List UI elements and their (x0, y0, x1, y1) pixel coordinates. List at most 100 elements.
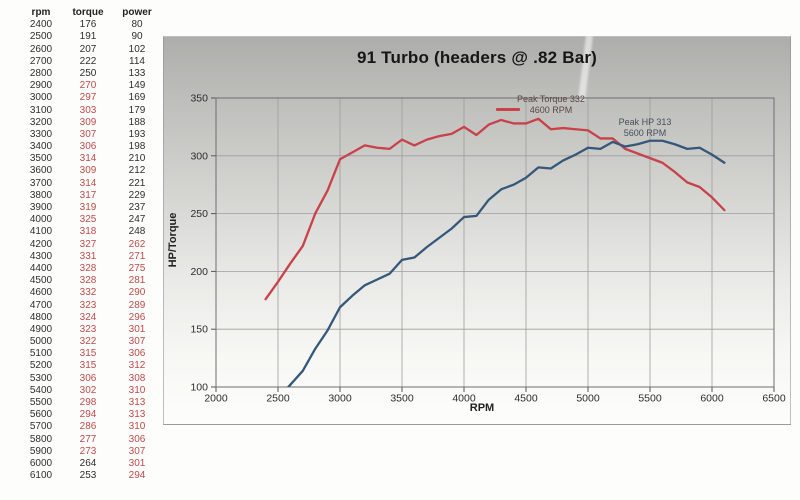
cell-rpm: 3900 (29, 202, 53, 213)
cell-torque: 323 (79, 323, 97, 335)
cell-power: 275 (128, 262, 146, 274)
table-row: 5200 315 312 (18, 360, 164, 372)
plot-svg: 2000 2500 3000 3500 4000 4500 5000 5500 6000 6500… (190, 93, 786, 405)
peak-torque-annotation: Peak Torque 332 4600 RPM (486, 94, 616, 116)
col-header-rpm: rpm (31, 7, 51, 18)
cell-rpm: 5500 (29, 397, 53, 408)
peak-torque-marker-dash (496, 108, 520, 111)
cell-power: 210 (128, 153, 146, 165)
cell-power: 188 (128, 116, 146, 128)
cell-rpm: 4300 (29, 250, 53, 262)
cell-rpm: 3300 (29, 128, 53, 140)
cell-rpm: 3400 (29, 141, 53, 153)
cell-torque: 253 (79, 470, 97, 482)
table-row: 2700 222 114 (18, 56, 164, 68)
cell-power: 229 (128, 189, 146, 201)
cell-rpm: 3000 (29, 92, 53, 104)
table-row: 2600 207 102 (18, 44, 164, 56)
cell-power: 248 (128, 226, 146, 238)
cell-rpm: 3700 (29, 177, 53, 189)
cell-power: 290 (128, 287, 146, 299)
cell-rpm: 4000 (29, 214, 53, 226)
y-tick-label: 200 (190, 266, 208, 278)
cell-rpm: 4400 (29, 262, 53, 274)
cell-power: 313 (128, 397, 146, 408)
table-row: 3400 306 198 (18, 141, 164, 153)
table-row: 4000 325 247 (18, 214, 164, 226)
table-row: 5700 286 310 (18, 421, 164, 433)
table-row: 2500 191 90 (18, 31, 164, 43)
x-tick-label: 6500 (762, 393, 786, 405)
cell-torque: 319 (79, 202, 97, 213)
cell-torque: 297 (79, 92, 97, 104)
peak-torque-annotation-line2: 4600 RPM (529, 105, 573, 115)
cell-torque: 322 (79, 336, 97, 348)
cell-torque: 306 (79, 372, 97, 384)
cell-power: 281 (128, 275, 146, 287)
cell-torque: 270 (79, 80, 97, 92)
chart-title: 91 Turbo (headers @ .82 Bar) (356, 48, 598, 67)
table-row: 4500 328 281 (18, 275, 164, 287)
table-row: 3000 297 169 (18, 92, 164, 104)
cell-power: 271 (128, 250, 146, 262)
cell-rpm: 5800 (29, 433, 53, 445)
cell-torque: 273 (79, 445, 97, 457)
cell-rpm: 6100 (29, 470, 53, 482)
cell-rpm: 6000 (29, 457, 53, 469)
cell-torque: 294 (79, 409, 97, 421)
table-row: 3500 314 210 (18, 153, 164, 165)
cell-power: 306 (128, 348, 146, 360)
table-row: 5100 315 306 (18, 348, 164, 360)
cell-power: 221 (128, 177, 146, 189)
table-row: 2400 176 80 (18, 19, 164, 31)
cell-rpm: 5600 (29, 409, 53, 421)
cell-power: 198 (128, 141, 146, 153)
cell-torque: 207 (79, 43, 97, 55)
cell-torque: 309 (79, 165, 97, 177)
x-tick-label: 5500 (638, 393, 662, 405)
cell-power: 114 (129, 55, 145, 67)
table-row: 4200 327 262 (18, 239, 164, 251)
peak-hp-annotation-line2: 5600 RPM (623, 128, 667, 138)
cell-rpm: 4700 (29, 299, 53, 311)
col-header-power: power (122, 7, 152, 18)
cell-power: 307 (128, 445, 146, 457)
table-row: 3800 317 229 (18, 190, 164, 202)
cell-torque: 264 (79, 457, 97, 469)
cell-torque: 327 (79, 238, 97, 250)
cell-rpm: 4500 (29, 275, 53, 287)
dyno-data-table: rpm torque power 2400 176 80 2500 191 90 2600 2… (18, 7, 164, 482)
cell-rpm: 3100 (29, 104, 53, 116)
table-row: 6100 253 294 (18, 470, 164, 482)
table-row: 5000 322 307 (18, 336, 164, 348)
table-row: 4700 323 289 (18, 300, 164, 312)
table-row: 2900 270 149 (18, 80, 164, 92)
col-header-torque: torque (72, 7, 104, 18)
table-row: 4800 324 296 (18, 312, 164, 324)
cell-power: 306 (128, 433, 146, 445)
cell-power: 301 (128, 323, 146, 335)
cell-power: 308 (128, 372, 146, 384)
x-axis-title: RPM (469, 402, 495, 414)
cell-power: 247 (128, 214, 146, 226)
y-tick-label: 100 (190, 382, 208, 394)
cell-torque: 315 (79, 348, 97, 360)
peak-torque-annotation-line1: Peak Torque 332 (517, 94, 585, 104)
cell-torque: 191 (79, 31, 97, 43)
y-axis-title: HP/Torque (167, 212, 179, 268)
table-row: 4600 332 290 (18, 287, 164, 299)
cell-torque: 286 (79, 421, 97, 433)
cell-torque: 328 (79, 275, 97, 287)
cell-power: 102 (128, 43, 146, 55)
cell-rpm: 5000 (29, 336, 53, 348)
cell-power: 262 (128, 238, 146, 250)
y-tick-label: 300 (190, 150, 208, 162)
x-tick-label: 5000 (576, 393, 600, 405)
cell-torque: 317 (79, 189, 97, 201)
x-tick-label: 6000 (700, 393, 724, 405)
y-tick-label: 350 (190, 93, 208, 105)
table-row: 3700 314 221 (18, 178, 164, 190)
table-row: 5300 306 308 (18, 373, 164, 385)
cell-power: 90 (131, 31, 143, 43)
peak-hp-annotation-line1: Peak HP 313 (618, 117, 672, 127)
